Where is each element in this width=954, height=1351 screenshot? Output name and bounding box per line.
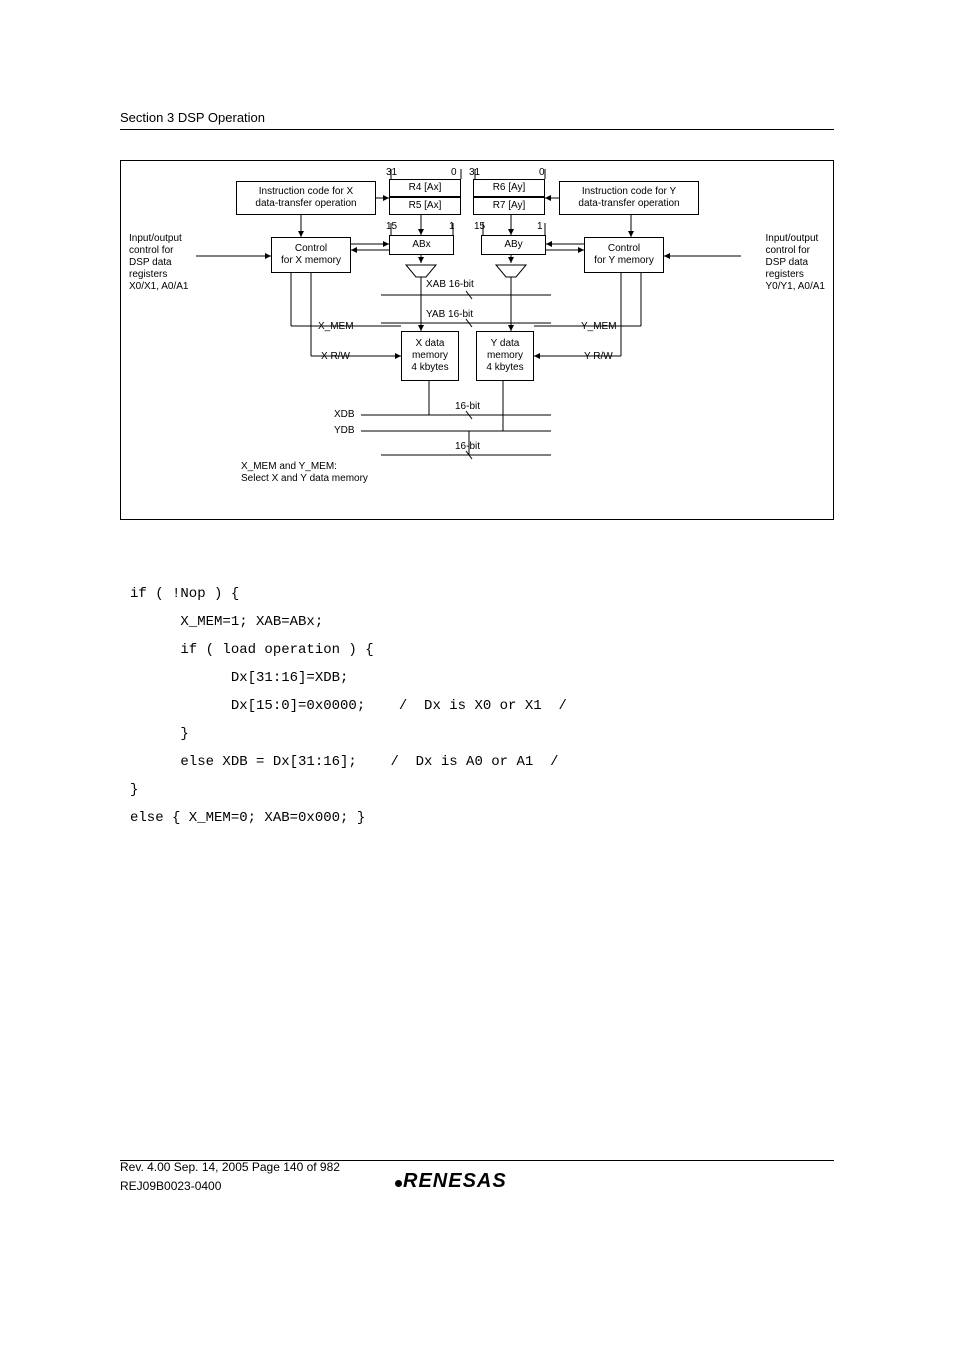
label-31a: 31 [386, 167, 397, 179]
xmem-label: X_MEM [318, 321, 354, 333]
renesas-logo: RENESAS [395, 1170, 507, 1193]
aby-box: ABy [481, 235, 546, 255]
ctrl-y-box: Control for Y memory [584, 237, 664, 273]
xdata-label: X data memory 4 kbytes [411, 338, 448, 374]
ydata-label: Y data memory 4 kbytes [486, 338, 523, 374]
xdata-box: X data memory 4 kbytes [401, 331, 459, 381]
r4-box: R4 [Ax] [389, 179, 461, 197]
section-header: Section 3 DSP Operation [120, 110, 834, 130]
diagram: 31 0 31 0 Instruction code for X data-tr… [120, 160, 834, 520]
xdb-label: XDB [334, 409, 355, 421]
yab16-label: YAB 16-bit [426, 309, 473, 321]
footer-line1: Rev. 4.00 Sep. 14, 2005 Page 140 of 982 [120, 1160, 340, 1174]
label-15b: 15 [474, 221, 485, 233]
label-1a: 1 [449, 221, 455, 233]
right-note: Input/output control for DSP data regist… [766, 233, 826, 293]
logo-text: RENESAS [403, 1170, 507, 1192]
instr-x-label: Instruction code for X data-transfer ope… [255, 186, 356, 210]
ydb-label: YDB [334, 425, 355, 437]
label-0b: 0 [539, 167, 545, 179]
bottom-note: X_MEM and Y_MEM: Select X and Y data mem… [241, 461, 368, 485]
logo-dot-icon [395, 1180, 402, 1187]
xrw-label: X R/W [321, 351, 350, 363]
instr-y-label: Instruction code for Y data-transfer ope… [578, 186, 679, 210]
ctrl-x-label: Control for X memory [281, 243, 341, 267]
code-block: if ( !Nop ) { X_MEM=1; XAB=ABx; if ( loa… [130, 580, 834, 832]
label-0a: 0 [451, 167, 457, 179]
label-1b: 1 [537, 221, 543, 233]
r7-box: R7 [Ay] [473, 197, 545, 215]
b16b-label: 16-bit [455, 441, 480, 453]
footer-line2: REJ09B0023-0400 [120, 1179, 221, 1193]
label-15a: 15 [386, 221, 397, 233]
left-note: Input/output control for DSP data regist… [129, 233, 189, 293]
yrw-label: Y R/W [584, 351, 613, 363]
abx-box: ABx [389, 235, 454, 255]
abx-label: ABx [412, 239, 430, 251]
r5-label: R5 [Ax] [409, 200, 442, 212]
instr-x-box: Instruction code for X data-transfer ope… [236, 181, 376, 215]
r6-label: R6 [Ay] [493, 182, 526, 194]
ctrl-y-label: Control for Y memory [594, 243, 654, 267]
r6-box: R6 [Ay] [473, 179, 545, 197]
ctrl-x-box: Control for X memory [271, 237, 351, 273]
r4-label: R4 [Ax] [409, 182, 442, 194]
r5-box: R5 [Ax] [389, 197, 461, 215]
r7-label: R7 [Ay] [493, 200, 526, 212]
footer-text: Rev. 4.00 Sep. 14, 2005 Page 140 of 982 … [120, 1158, 340, 1196]
label-31b: 31 [469, 167, 480, 179]
aby-label: ABy [504, 239, 522, 251]
xab16-label: XAB 16-bit [426, 279, 474, 291]
ydata-box: Y data memory 4 kbytes [476, 331, 534, 381]
instr-y-box: Instruction code for Y data-transfer ope… [559, 181, 699, 215]
b16a-label: 16-bit [455, 401, 480, 413]
ymem-label: Y_MEM [581, 321, 617, 333]
